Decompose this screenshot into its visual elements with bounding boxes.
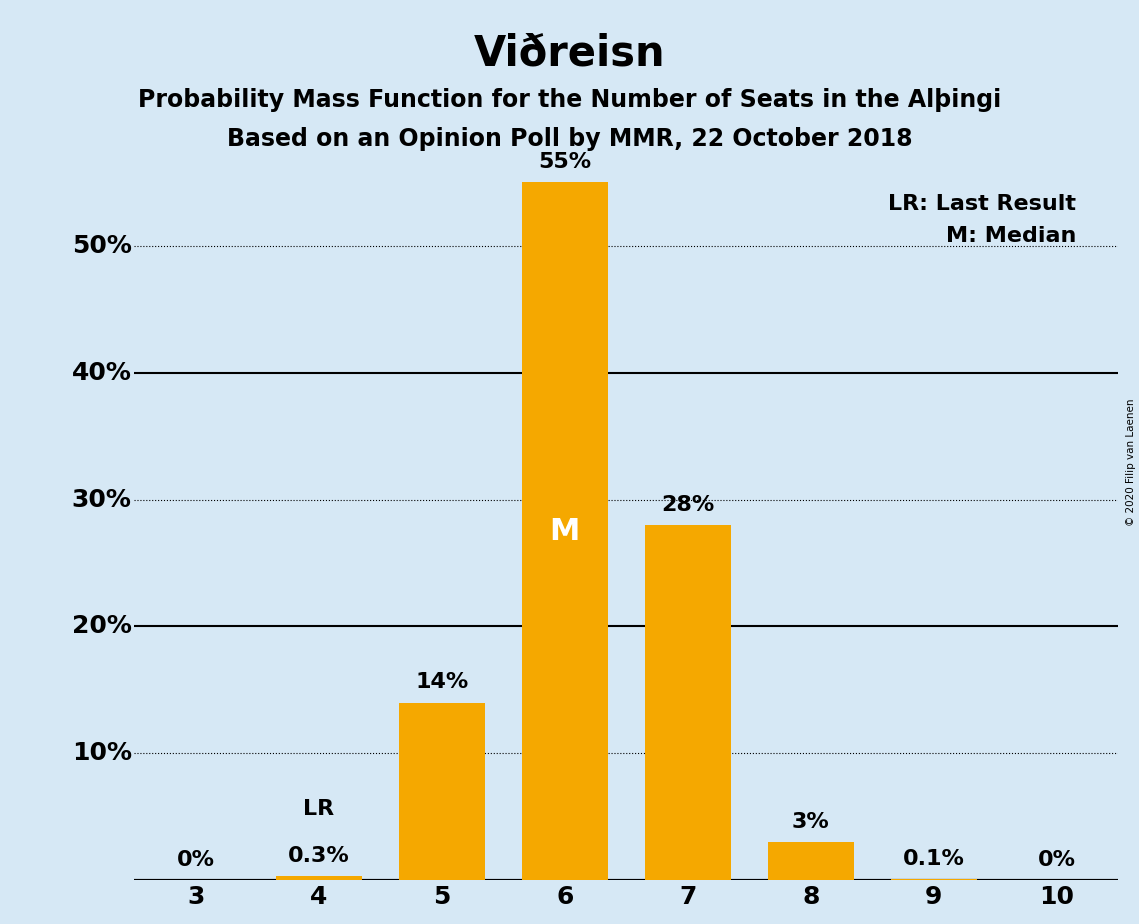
Bar	[768, 842, 854, 881]
Text: © 2020 Filip van Laenen: © 2020 Filip van Laenen	[1125, 398, 1136, 526]
Text: Viðreisn: Viðreisn	[474, 32, 665, 74]
Text: LR: LR	[303, 799, 334, 820]
Text: 50%: 50%	[72, 234, 132, 258]
Text: 0%: 0%	[1038, 850, 1076, 870]
Text: 0.1%: 0.1%	[903, 849, 965, 869]
Bar	[522, 182, 608, 881]
Text: 30%: 30%	[72, 488, 132, 512]
Text: 55%: 55%	[538, 152, 591, 172]
Text: 0.3%: 0.3%	[288, 846, 350, 866]
Bar	[399, 702, 485, 881]
Text: 14%: 14%	[415, 673, 468, 692]
Bar	[891, 879, 977, 881]
Text: 20%: 20%	[72, 614, 132, 638]
Text: Based on an Opinion Poll by MMR, 22 October 2018: Based on an Opinion Poll by MMR, 22 Octo…	[227, 127, 912, 151]
Text: 40%: 40%	[72, 360, 132, 384]
Text: Probability Mass Function for the Number of Seats in the Alþingi: Probability Mass Function for the Number…	[138, 88, 1001, 112]
Bar	[645, 525, 731, 881]
Bar	[276, 876, 362, 881]
Text: M: Median: M: Median	[947, 226, 1076, 247]
Text: 10%: 10%	[72, 741, 132, 765]
Text: LR: Last Result: LR: Last Result	[888, 194, 1076, 214]
Text: 0%: 0%	[177, 850, 214, 870]
Text: 3%: 3%	[792, 812, 829, 832]
Text: 28%: 28%	[661, 494, 714, 515]
Text: M: M	[549, 517, 580, 546]
